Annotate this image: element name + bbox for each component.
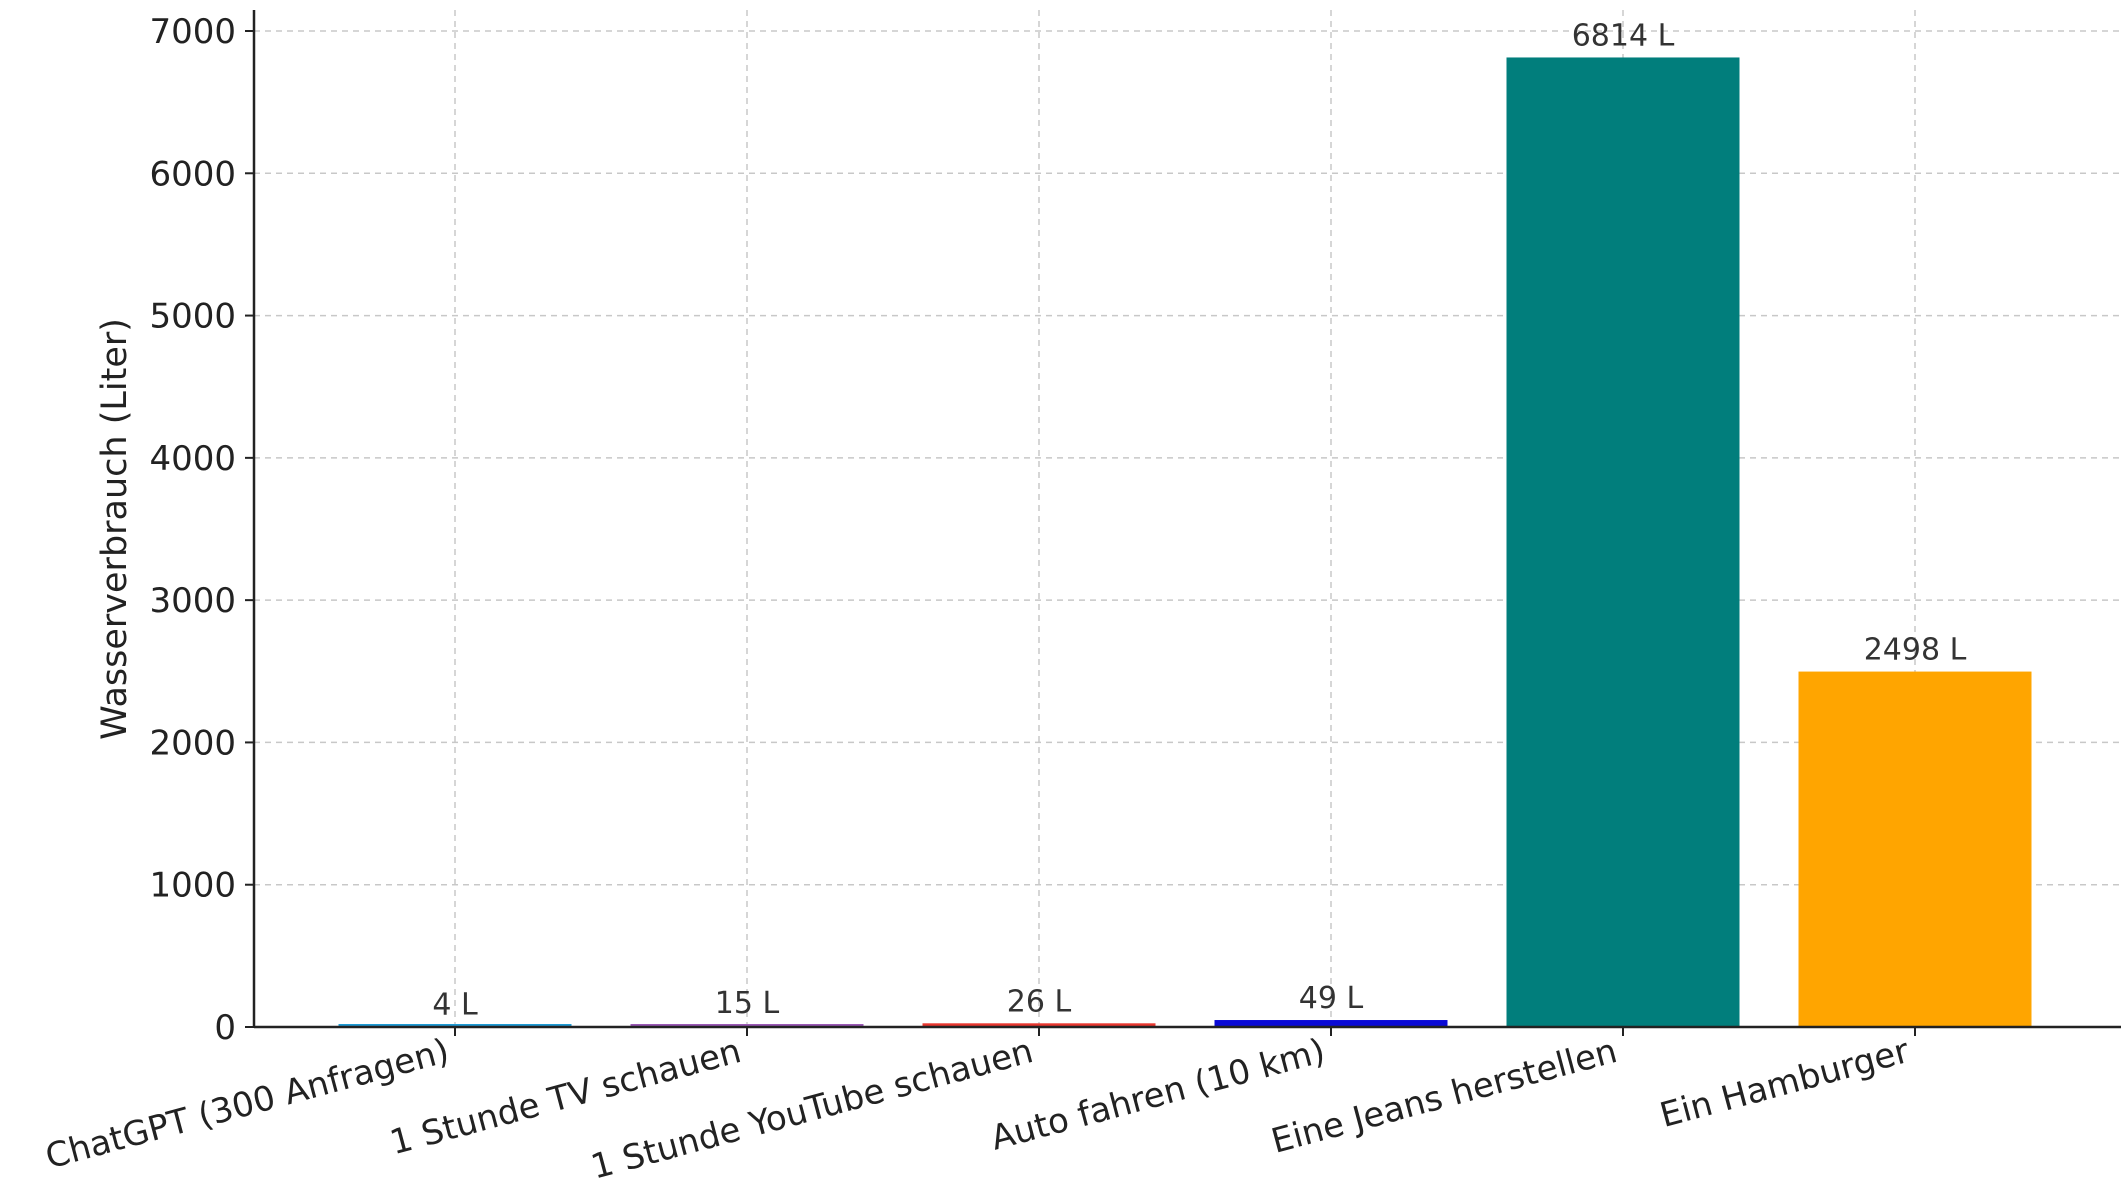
y-tick-label: 5000: [149, 297, 236, 337]
y-tick-label: 3000: [149, 581, 236, 621]
bar-value-label: 6814 L: [1572, 18, 1675, 53]
x-tick-labels: ChatGPT (300 Anfragen)1 Stunde TV schaue…: [41, 1031, 1913, 1188]
y-tick-label: 7000: [149, 12, 236, 52]
y-tick-label: 2000: [149, 723, 236, 763]
y-tick-label: 4000: [149, 439, 236, 479]
bar: [1798, 671, 2032, 1027]
bar-value-label: 49 L: [1299, 981, 1364, 1016]
axes: [245, 10, 2121, 1036]
y-axis-label: Wasserverbrauch (Liter): [95, 318, 135, 740]
bar: [630, 1024, 864, 1027]
bar-value-label: 4 L: [432, 987, 478, 1022]
bar: [922, 1023, 1156, 1027]
bar: [338, 1024, 572, 1027]
y-tick-label: 1000: [149, 866, 236, 906]
y-tick-labels: 0 1000 2000 3000 4000 5000 6000 7000: [149, 12, 236, 1048]
y-tick-label: 0: [214, 1008, 236, 1048]
y-tick-label: 6000: [149, 154, 236, 194]
bar-value-labels: 4 L 15 L 26 L 49 L 6814 L 2498 L: [432, 18, 1966, 1022]
x-tick-label: Ein Hamburger: [1656, 1031, 1913, 1136]
bar-value-label: 15 L: [715, 986, 780, 1021]
bar-value-label: 26 L: [1007, 984, 1072, 1019]
bar: [1214, 1020, 1448, 1027]
bar: [1506, 57, 1740, 1027]
bars: [338, 57, 2032, 1027]
bar-value-label: 2498 L: [1864, 633, 1967, 668]
x-tick-label: ChatGPT (300 Anfragen): [41, 1031, 453, 1177]
